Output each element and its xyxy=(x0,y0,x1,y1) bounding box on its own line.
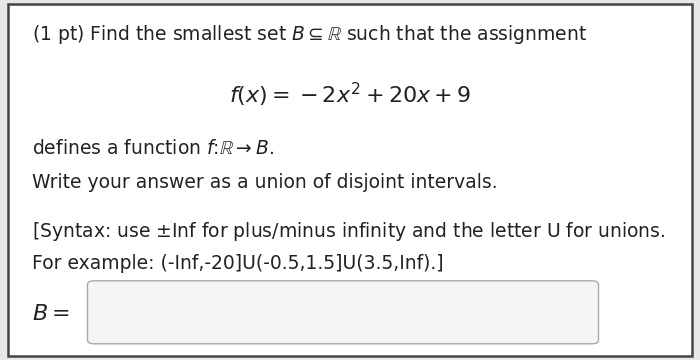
Text: (1 pt) Find the smallest set $B \subseteq \mathbb{R}$ such that the assignment: (1 pt) Find the smallest set $B \subsete… xyxy=(32,23,587,46)
Text: $B =$: $B =$ xyxy=(32,304,69,324)
FancyBboxPatch shape xyxy=(88,281,598,344)
Text: Write your answer as a union of disjoint intervals.: Write your answer as a union of disjoint… xyxy=(32,173,497,192)
Text: $f(x) = -2x^2 + 20x + 9$: $f(x) = -2x^2 + 20x + 9$ xyxy=(229,81,471,109)
FancyBboxPatch shape xyxy=(8,4,692,356)
Text: [Syntax: use $\pm$Inf for plus/minus infinity and the letter U for unions.: [Syntax: use $\pm$Inf for plus/minus inf… xyxy=(32,220,665,243)
Text: defines a function $f\colon \mathbb{R} \rightarrow B.$: defines a function $f\colon \mathbb{R} \… xyxy=(32,139,274,158)
Text: For example: (-Inf,-20]U(-0.5,1.5]U(3.5,Inf).]: For example: (-Inf,-20]U(-0.5,1.5]U(3.5,… xyxy=(32,254,443,273)
